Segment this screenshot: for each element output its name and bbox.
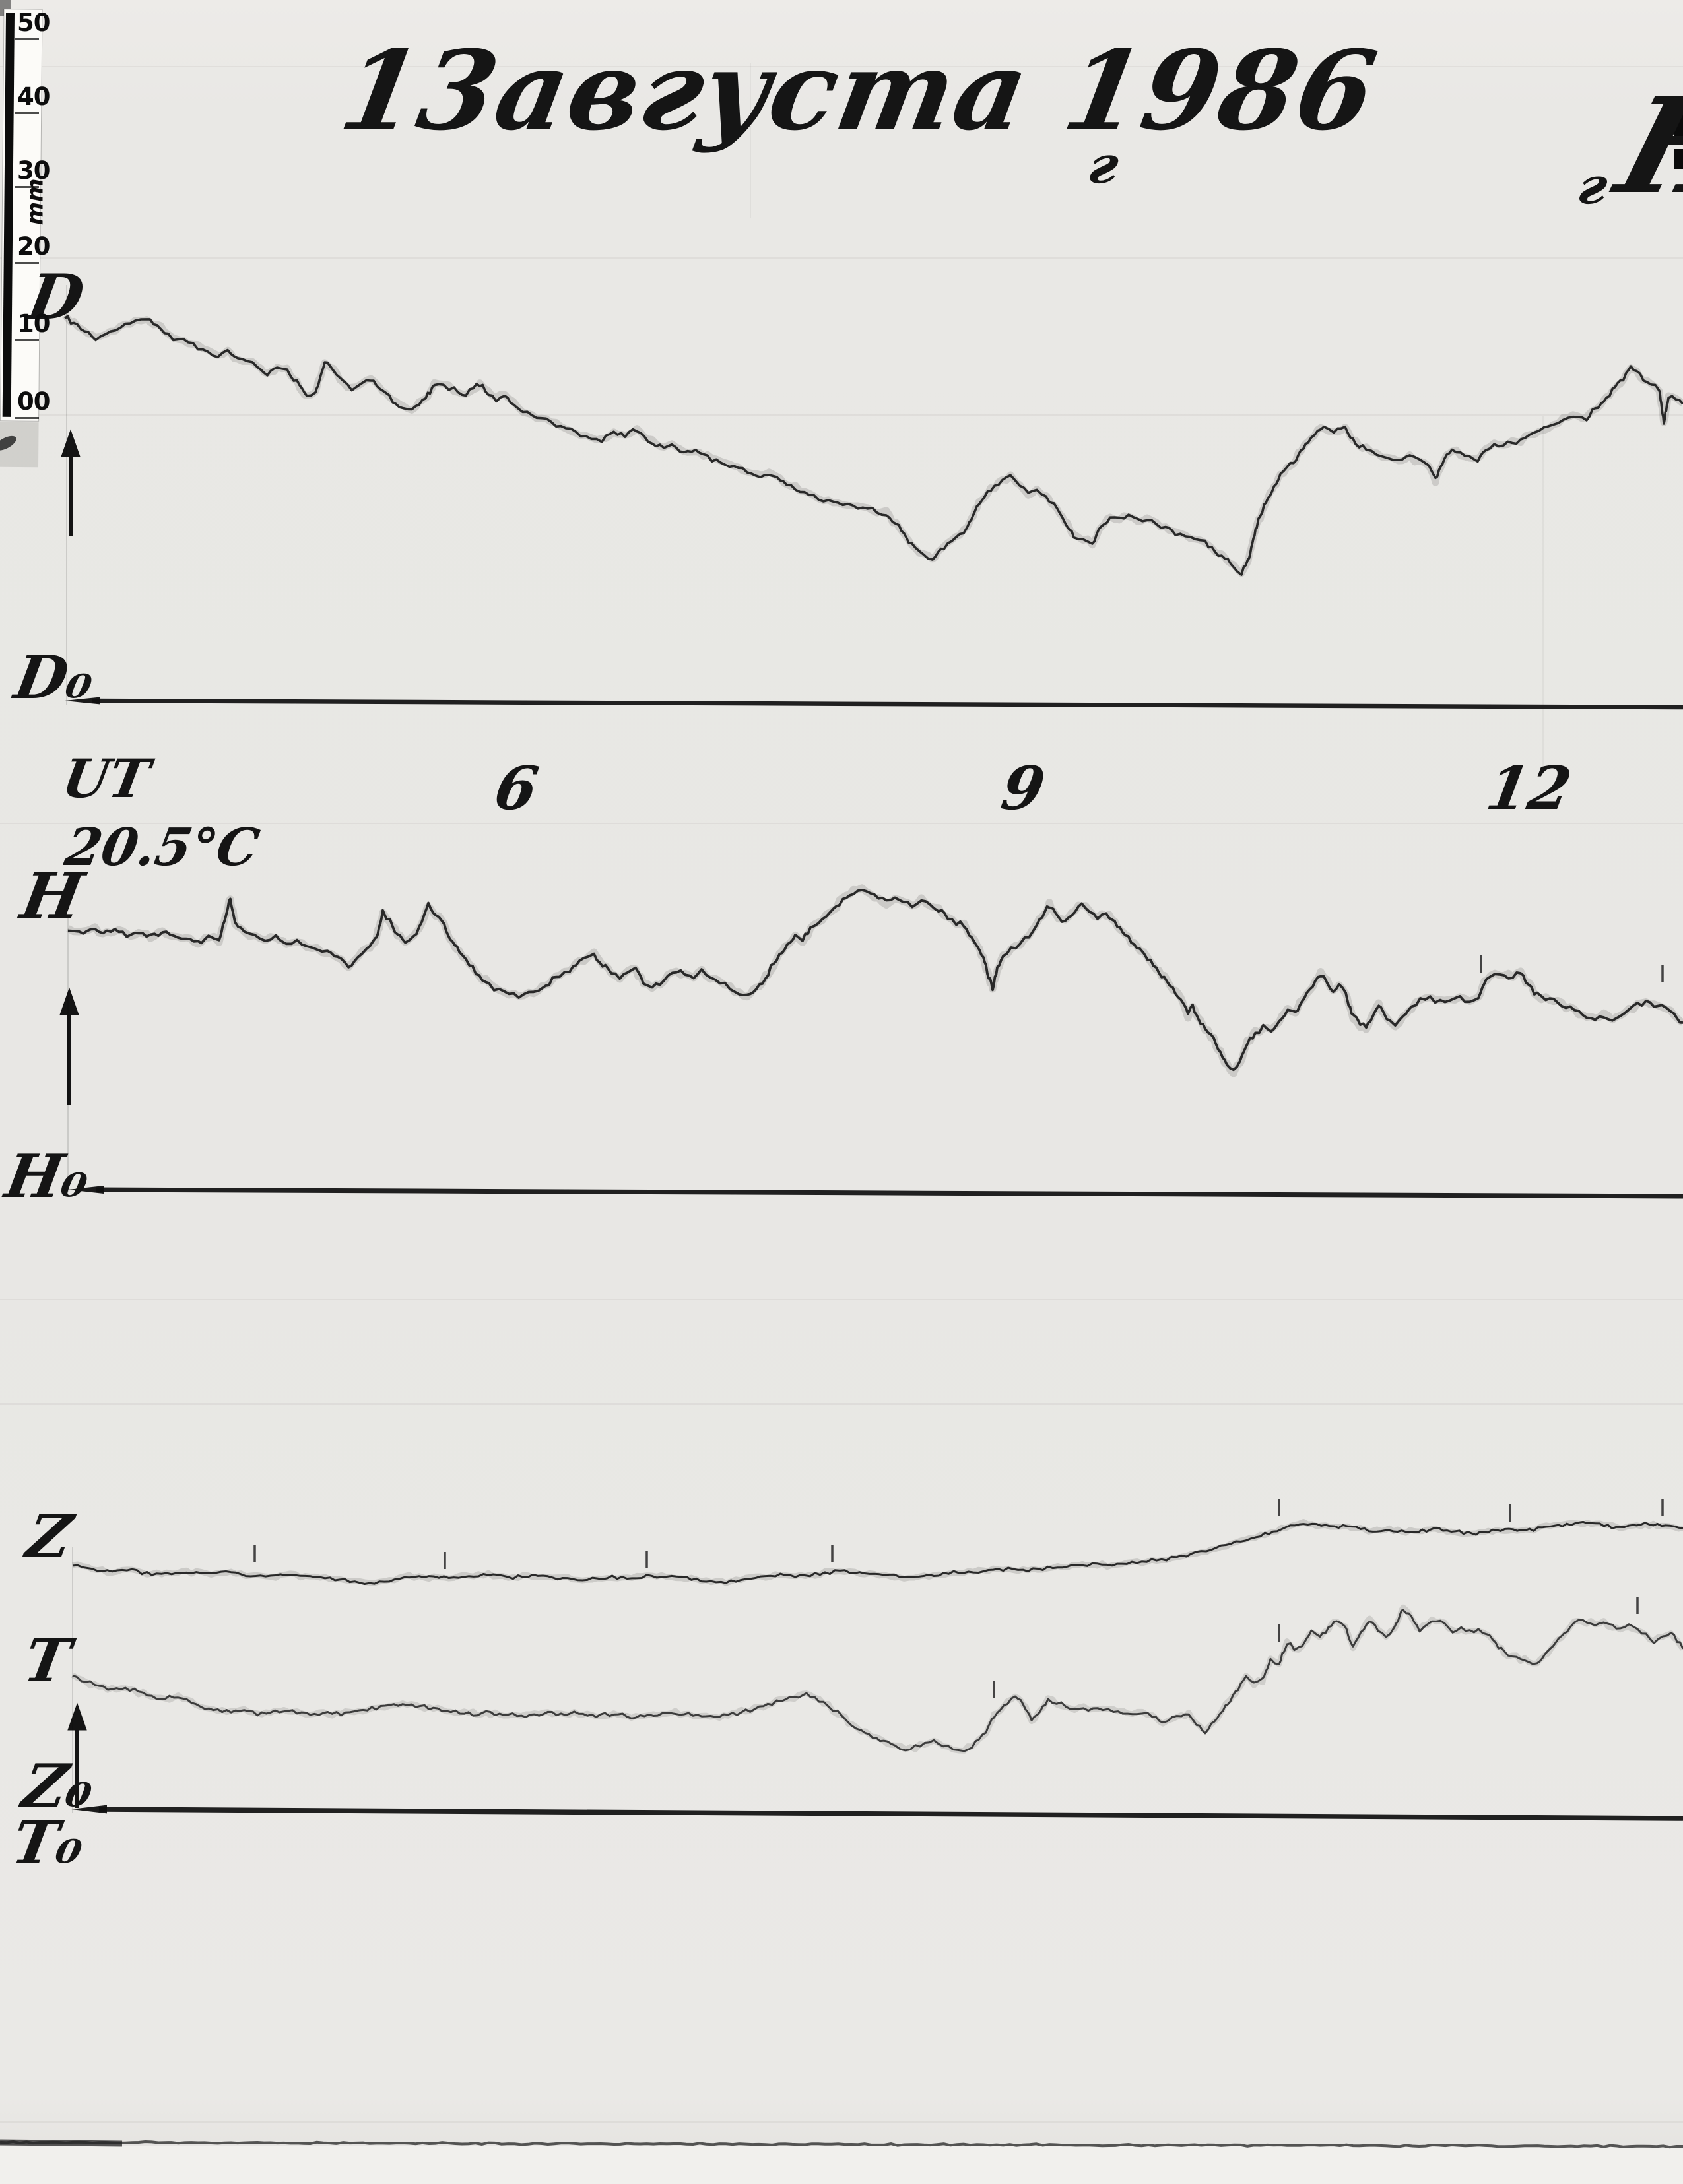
trace-T-halo: [71, 1604, 1683, 1754]
ruler-tape: [0, 422, 39, 468]
trace-Z: [72, 1520, 1683, 1585]
baseline-H₀: [95, 1187, 1683, 1199]
baseline-D₀: [92, 698, 1683, 710]
paper-crease: [0, 2121, 1683, 2123]
paper-crease: [0, 257, 1683, 259]
paper-crease: [0, 823, 1683, 824]
cut-letter-mark: [1674, 110, 1683, 144]
mm-ruler: [0, 9, 43, 468]
ink-smudge: [0, 435, 16, 451]
baseline-label-d0: D₀: [9, 643, 100, 713]
time-system-label: UT: [57, 748, 154, 810]
ruler-number: 30: [17, 156, 50, 185]
trace-label-h: H: [16, 858, 89, 933]
ruler-black-bar: [2, 13, 15, 417]
trace-D-halo: [62, 313, 1683, 577]
ruler-number: 50: [17, 9, 50, 37]
time-tick-label: 12: [1481, 754, 1577, 823]
ruler-tick: [15, 339, 39, 341]
paper-bottom-edge-dark: [0, 2139, 123, 2147]
ruler-number: 20: [17, 232, 50, 261]
ruler-number: 10: [17, 309, 50, 338]
baseline-Z₀T₀: [98, 1807, 1683, 1821]
ruler-tick: [15, 262, 39, 264]
paper-bottom-backing: [0, 2146, 1683, 2184]
cut-letter-mark: [1674, 149, 1683, 169]
ruler-tick: [15, 417, 39, 419]
paper-crease: [0, 1403, 1683, 1405]
paper-bottom-edge: [0, 2140, 1683, 2149]
paper-crease: [0, 414, 1683, 416]
baseline-label-t0: T₀: [7, 1808, 90, 1878]
zt-arrow-head: [67, 1702, 87, 1731]
baseline-label-z0: Z₀: [17, 1751, 100, 1821]
trace-D: [64, 315, 1683, 576]
baseline-start-wedge: [68, 1186, 104, 1194]
paper-crease: [0, 1299, 1683, 1300]
trace-H: [67, 889, 1683, 1072]
baseline-start-wedge: [65, 697, 100, 705]
page-title: 13августа 1986: [331, 26, 1387, 154]
baseline-start-wedge: [71, 1805, 107, 1814]
traces-layer: [0, 285, 1683, 2149]
trace-T: [72, 1609, 1683, 1752]
paper-crease: [0, 66, 1683, 67]
ruler-number: 00: [17, 387, 50, 416]
h-arrow-head: [59, 987, 79, 1015]
ruler-tick: [15, 186, 39, 188]
ruler-tick: [15, 112, 39, 114]
paper-crease: [750, 63, 751, 218]
trace-H-halo: [66, 884, 1683, 1077]
paper-crease: [1542, 416, 1544, 769]
temperature-label: 20.5°C: [61, 818, 264, 878]
scale-arrows: [59, 429, 87, 1808]
ruler-tick: [15, 38, 39, 40]
d-arrow-head: [61, 429, 81, 457]
ruler-number: 40: [17, 82, 50, 111]
baseline-label-h0: H₀: [0, 1141, 95, 1211]
